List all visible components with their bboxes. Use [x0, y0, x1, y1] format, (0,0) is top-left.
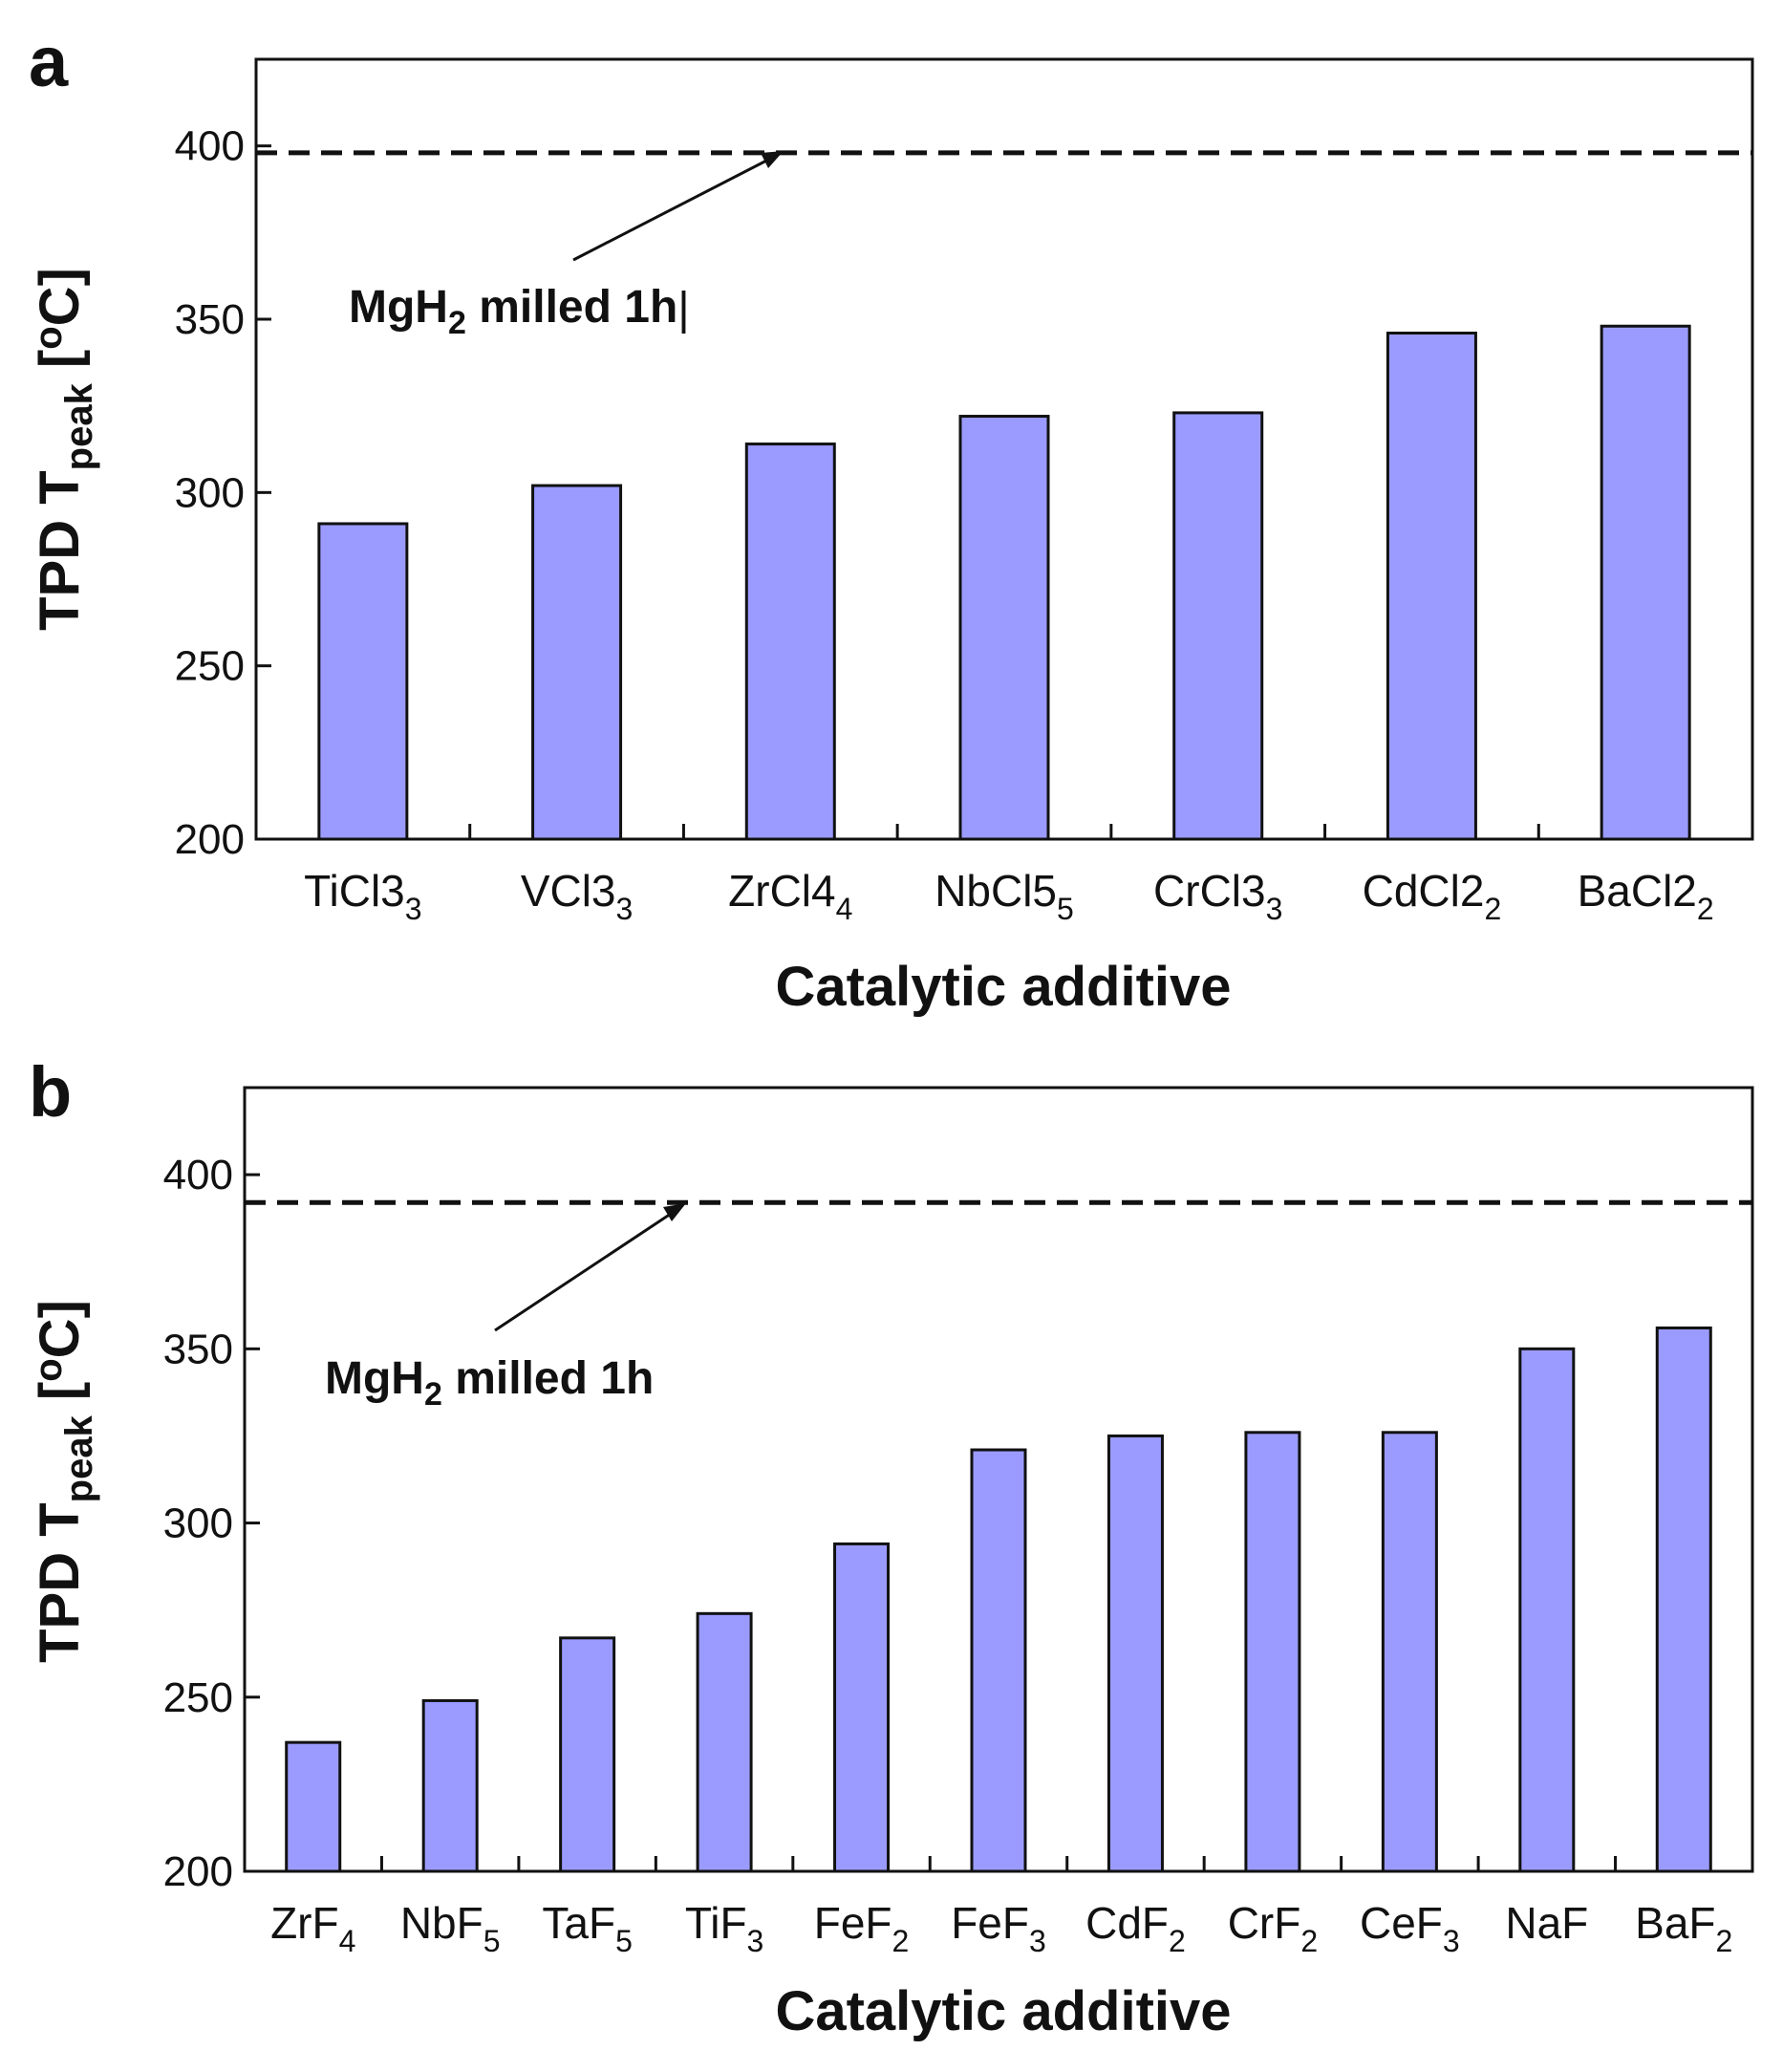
category-label: NaF — [1505, 1898, 1588, 1948]
y-tick-label: 250 — [175, 643, 245, 690]
panel-b-x-ticks — [379, 1856, 1618, 1871]
svg-text:TPD Tpeak [oC]: TPD Tpeak [oC] — [28, 268, 100, 631]
panel-a-category-labels: TiCl33 VCl33 ZrCl44 NbCl55 CrCl33 CdCl22 BaCl2… — [304, 866, 1714, 926]
category-label: ZrF4 — [270, 1898, 355, 1958]
bar-0 — [285, 1740, 342, 1873]
bar-10 — [1655, 1326, 1712, 1873]
category-label: CdF2 — [1085, 1898, 1186, 1958]
panel-a-x-axis-label: Catalytic additive — [775, 956, 1231, 1018]
bar-2 — [559, 1636, 616, 1873]
category-label: FeF3 — [951, 1898, 1046, 1958]
category-label: ZrCl44 — [728, 866, 852, 926]
bar-3 — [696, 1611, 753, 1873]
panel-a-bars — [317, 324, 1691, 841]
category-label: TaF5 — [542, 1898, 632, 1958]
bar-5 — [1386, 332, 1477, 841]
svg-text:TPD Tpeak [oC]: TPD Tpeak [oC] — [28, 1300, 100, 1663]
panel-b-bars — [285, 1326, 1712, 1873]
panel-a: a TPD Tpeak [oC] 200 250 300 350 400 TiCl33 V… — [28, 22, 1754, 1018]
bar-1 — [531, 484, 623, 841]
panel-a-arrow-head — [761, 151, 784, 168]
bar-5 — [970, 1448, 1027, 1873]
bar-6 — [1600, 324, 1691, 841]
y-tick-label: 200 — [175, 816, 245, 863]
category-label: CdCl22 — [1363, 866, 1502, 926]
category-label: VCl33 — [521, 866, 634, 926]
y-tick-label: 200 — [163, 1848, 233, 1895]
y-tick-label: 400 — [175, 123, 245, 170]
category-label: TiCl33 — [304, 866, 421, 926]
panel-a-y-ticks: 200 250 300 350 400 — [175, 123, 271, 863]
bar-7 — [1244, 1431, 1301, 1873]
category-label: NbF5 — [400, 1898, 501, 1958]
panel-a-x-ticks — [468, 824, 1540, 839]
y-tick-label: 300 — [163, 1500, 233, 1547]
category-label: NbCl55 — [934, 866, 1074, 926]
panel-a-annotation-arrow — [572, 155, 775, 262]
panel-b-letter: b — [29, 1052, 72, 1132]
bar-6 — [1106, 1434, 1164, 1873]
bar-1 — [421, 1698, 479, 1873]
category-label: CrF2 — [1228, 1898, 1318, 1958]
y-tick-label: 350 — [175, 296, 245, 343]
category-label: FeF2 — [814, 1898, 910, 1958]
category-label: CeF3 — [1360, 1898, 1460, 1958]
y-tick-label: 250 — [163, 1674, 233, 1721]
bar-4 — [833, 1542, 891, 1873]
panel-b-y-ticks: 200 250 300 350 400 — [163, 1152, 260, 1895]
panel-b-category-labels: ZrF4 NbF5 TaF5 TiF3 FeF2 FeF3 CdF2 CrF2 CeF3 NaF B… — [270, 1898, 1732, 1958]
panel-a-y-axis-label: TPD Tpeak [oC] — [28, 268, 100, 631]
panel-b-arrow-head — [663, 1203, 686, 1221]
bar-4 — [1172, 411, 1264, 841]
panel-b-annotation-arrow — [494, 1208, 677, 1332]
panel-b-x-axis-label: Catalytic additive — [775, 1980, 1231, 2042]
panel-a-letter: a — [29, 22, 69, 101]
y-tick-label: 350 — [163, 1326, 233, 1372]
bar-3 — [958, 415, 1050, 841]
bar-0 — [317, 522, 409, 841]
bar-2 — [744, 442, 836, 841]
bar-8 — [1381, 1431, 1438, 1873]
category-label: TiF3 — [685, 1898, 764, 1958]
panel-b-annotation: MgH2 milled 1h — [325, 1353, 654, 1413]
y-tick-label: 300 — [175, 469, 245, 516]
category-label: CrCl33 — [1153, 866, 1282, 926]
y-tick-label: 400 — [163, 1152, 233, 1198]
panel-b-y-axis-label: TPD Tpeak [oC] — [28, 1300, 100, 1663]
category-label: BaCl22 — [1578, 866, 1714, 926]
panel-b: b TPD Tpeak [oC] 200 250 300 350 400 ZrF4 NbF… — [28, 1052, 1754, 2042]
category-label: BaF2 — [1635, 1898, 1732, 1958]
bar-9 — [1518, 1347, 1576, 1873]
panel-a-annotation: MgH2 milled 1h| — [349, 282, 690, 341]
